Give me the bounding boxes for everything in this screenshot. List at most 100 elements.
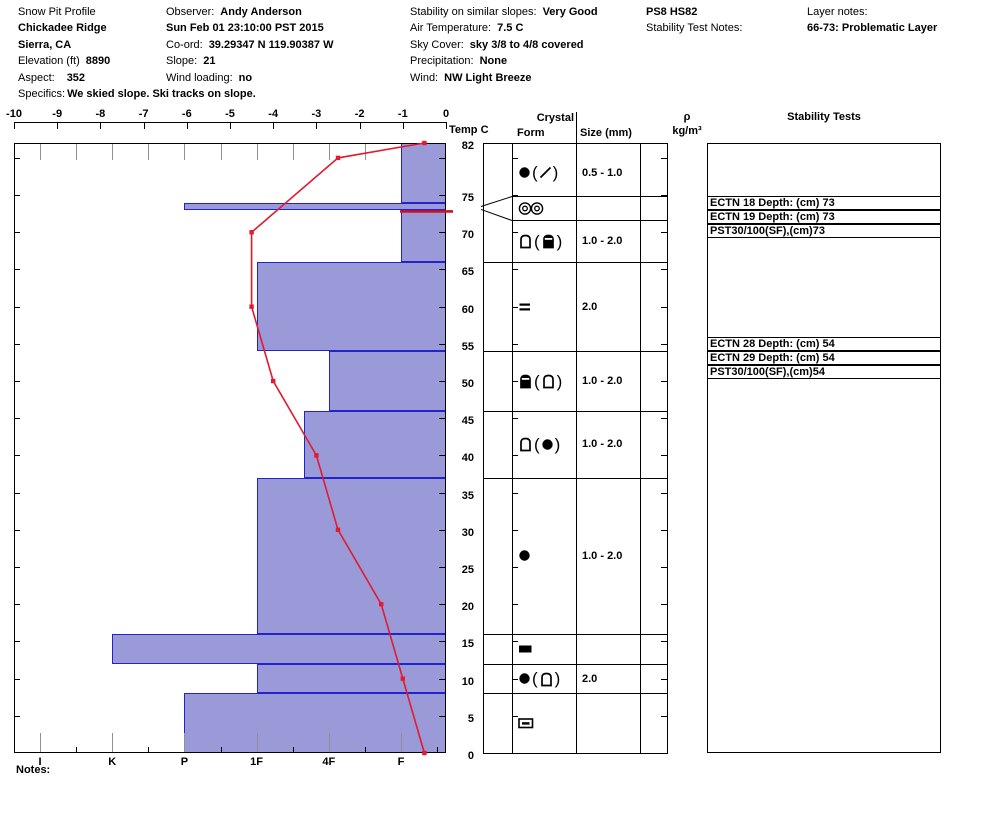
table-vertical-line <box>576 143 577 753</box>
layer-boundary-line <box>483 634 667 635</box>
crystal-symbol-crustFilled-icon <box>518 373 533 389</box>
depth-tick-size <box>661 195 667 196</box>
grain-size-value: 2.0 <box>582 300 598 313</box>
depth-tick-size <box>661 381 667 382</box>
crystal-form-cell <box>518 714 534 732</box>
notes-label: Notes: <box>16 764 51 776</box>
hardness-grid-tick-top <box>112 143 113 160</box>
elevation-label: Elevation (ft) <box>18 55 80 67</box>
slope-value: 21 <box>203 55 216 67</box>
temp-axis-tick <box>187 122 188 129</box>
depth-axis-label: 75 <box>461 192 474 205</box>
depth-tick-right <box>439 567 446 568</box>
depth-tick-form <box>512 530 518 531</box>
depth-tick-form <box>512 716 518 717</box>
depth-tick-size <box>661 269 667 270</box>
temp-axis-tick-label: -6 <box>181 108 192 120</box>
hardness-grid-tick-bottom <box>184 733 185 753</box>
temp-axis-tick-label: -8 <box>95 108 106 120</box>
depth-axis-label: 82 <box>461 140 474 152</box>
crystal-symbol-crustFilled-icon <box>541 233 556 249</box>
air-temp-value: 7.5 C <box>497 22 524 34</box>
temp-axis-tick <box>14 122 15 129</box>
depth-tick-left <box>14 455 20 456</box>
temp-axis-tick-label: -10 <box>6 108 22 120</box>
temperature-point-marker <box>249 230 254 235</box>
temp-axis-tick <box>273 122 274 129</box>
depth-tick-right <box>439 381 446 382</box>
temp-axis-tick-label: 0 <box>442 108 450 120</box>
temp-axis-tick-label: -4 <box>268 108 279 120</box>
stability-tests-header: Stability Tests <box>787 111 861 123</box>
temp-axis-tick <box>100 122 101 129</box>
density-units-header: kg/m³ <box>672 125 702 137</box>
depth-axis-label: 65 <box>461 266 474 279</box>
hardness-grid-tick-top <box>329 143 330 160</box>
depth-tick-form <box>512 679 518 680</box>
table-bottom-line <box>483 753 668 754</box>
layer-boundary-line <box>483 351 667 352</box>
snow-layer-bar <box>303 410 446 478</box>
specifics-label: Specifics: <box>18 88 66 100</box>
depth-tick-size <box>661 158 667 159</box>
depth-tick-form <box>512 195 518 196</box>
temp-axis-tick-label: -2 <box>354 108 365 120</box>
depth-tick-form <box>512 232 518 233</box>
depth-tick-size <box>661 232 667 233</box>
expanded-row-line <box>512 196 667 197</box>
crystal-form-cell: () <box>518 670 560 688</box>
snow-layer-bar <box>184 202 446 210</box>
depth-tick-size <box>661 716 667 717</box>
depth-axis-label: 5 <box>467 712 474 725</box>
crystal-form-cell <box>518 547 531 565</box>
depth-axis-label: 45 <box>461 415 474 428</box>
depth-axis-label: 55 <box>461 340 474 353</box>
depth-tick-right <box>439 158 446 159</box>
paren: ) <box>554 434 561 454</box>
depth-tick-size <box>661 641 667 642</box>
paren: ( <box>532 669 538 689</box>
depth-tick-right <box>439 716 446 717</box>
depth-axis-label: 35 <box>461 489 474 502</box>
paren: ) <box>556 371 563 391</box>
air-temp-label: Air Temperature: <box>410 22 492 34</box>
layer-boundary-line <box>483 411 667 412</box>
table-vertical-line <box>512 143 513 753</box>
paren: ) <box>552 163 559 183</box>
temp-axis-title: Temp C <box>449 124 489 136</box>
snow-layer-bar <box>256 663 446 694</box>
depth-tick-form <box>512 641 518 642</box>
thin-layer-bracket-line <box>480 196 513 207</box>
hardness-grid-tick-top <box>76 143 77 160</box>
hardness-grid-tick-bottom <box>401 733 402 753</box>
depth-tick-right <box>439 530 446 531</box>
hardness-axis-label: P <box>180 756 189 768</box>
hardness-grid-tick-bottom <box>329 733 330 753</box>
temp-axis-tick-label: -1 <box>397 108 408 120</box>
depth-tick-form <box>512 158 518 159</box>
temp-axis-tick <box>403 122 404 129</box>
crystal-symbol-dot-icon <box>518 672 531 685</box>
depth-tick-size <box>661 493 667 494</box>
depth-axis-label: 60 <box>461 303 474 316</box>
grain-size-value: 1.0 - 2.0 <box>582 375 623 388</box>
depth-axis-label: 30 <box>461 526 474 539</box>
snow-layer-bar <box>112 633 446 664</box>
depth-tick-form <box>512 344 518 345</box>
depth-tick-right <box>439 344 446 345</box>
depth-tick-size <box>661 418 667 419</box>
grain-size-value: 2.0 <box>582 672 598 685</box>
crystal-symbol-rectBar-icon <box>518 717 534 729</box>
snow-layer-bar <box>328 351 446 411</box>
stability-tests-panel <box>707 143 941 753</box>
depth-tick-size <box>661 307 667 308</box>
crystal-form-cell <box>518 298 532 316</box>
depth-tick-size <box>661 679 667 680</box>
depth-tick-left <box>14 604 20 605</box>
depth-tick-form <box>512 381 518 382</box>
depth-tick-right <box>439 307 446 308</box>
grain-size-value: 1.0 - 2.0 <box>582 235 623 247</box>
crystal-header-divider <box>576 112 577 143</box>
precip-label: Precipitation: <box>410 55 474 67</box>
